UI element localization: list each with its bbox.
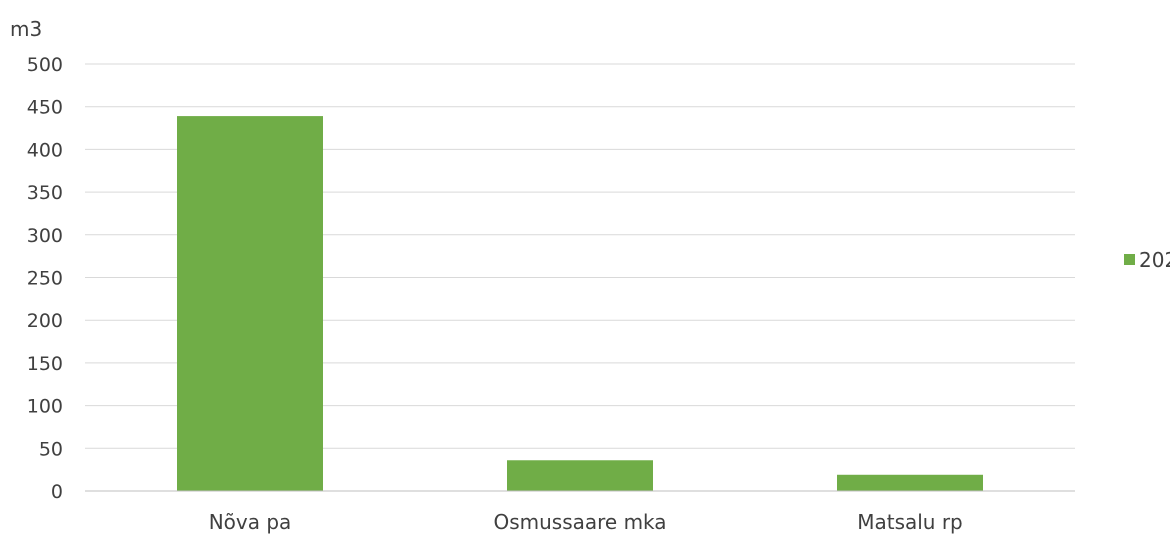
y-tick-label-200: 200 — [27, 310, 63, 332]
x-tick-label-matsalu-rp: Matsalu rp — [857, 510, 963, 534]
bars — [177, 116, 983, 492]
x-tick-label-osmussaare-mka: Osmussaare mka — [493, 510, 666, 534]
bar-matsalu-rp — [837, 474, 983, 491]
y-tick-label-450: 450 — [27, 97, 63, 119]
x-axis-category-labels: Nõva pa Osmussaare mka Matsalu rp — [209, 510, 963, 534]
y-tick-label-250: 250 — [27, 268, 63, 290]
y-tick-label-300: 300 — [27, 225, 63, 247]
bar-n-va-pa — [177, 116, 323, 492]
y-axis-unit-label: m3 — [10, 17, 42, 41]
legend: 2022 — [1124, 248, 1170, 272]
x-tick-label-n-va-pa: Nõva pa — [209, 510, 292, 534]
legend-swatch-2022 — [1124, 254, 1135, 265]
y-axis-ticks: 0 50 100 150 200 250 300 350 400 450 500 — [27, 54, 63, 503]
y-tick-label-400: 400 — [27, 139, 63, 161]
y-tick-label-50: 50 — [39, 438, 63, 460]
y-tick-label-150: 150 — [27, 353, 63, 375]
y-tick-label-500: 500 — [27, 54, 63, 76]
y-tick-label-0: 0 — [51, 481, 63, 503]
y-tick-label-350: 350 — [27, 182, 63, 204]
legend-label-2022: 2022 — [1139, 248, 1170, 272]
y-tick-label-100: 100 — [27, 396, 63, 418]
bar-osmussaare-mka — [507, 460, 653, 491]
